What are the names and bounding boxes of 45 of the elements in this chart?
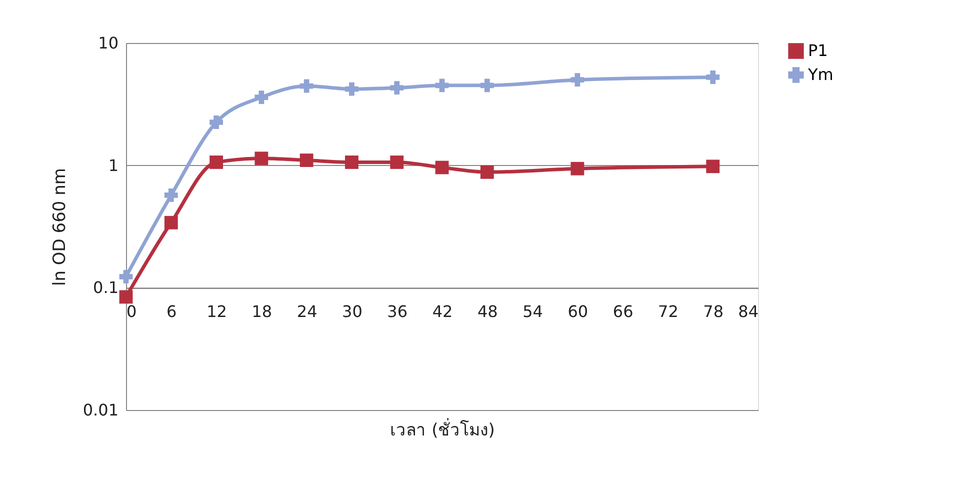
x-tick-label: 24 (296, 302, 318, 322)
x-axis-title: เวลา (ชั่วโมง) (390, 418, 495, 440)
y-axis-title: ln OD 660 nm (50, 168, 70, 286)
y-tick-label: 1 (108, 156, 118, 175)
point (345, 156, 358, 169)
point (390, 81, 404, 95)
x-tick-label: 18 (252, 302, 272, 322)
x-tick-label: 72 (658, 302, 678, 322)
point (164, 188, 178, 202)
x-tick-label: 42 (432, 302, 453, 322)
x-tick-label: 6 (166, 302, 177, 322)
legend-label: P1 (808, 41, 828, 60)
point (210, 156, 223, 169)
point (570, 162, 584, 176)
point (570, 73, 584, 87)
x-tick-label: 78 (703, 302, 724, 322)
point (254, 90, 268, 104)
x-tick-label: 36 (387, 302, 408, 322)
y-tick-label: 0.1 (93, 278, 118, 298)
point (706, 160, 720, 174)
y-tick-label: 10 (98, 34, 118, 52)
point (706, 70, 720, 84)
point (435, 160, 449, 174)
x-tick-label: 84 (738, 302, 758, 322)
x-tick-label: 60 (568, 302, 588, 322)
x-tick-label: 54 (522, 302, 543, 322)
y-tick-label: 0.01 (82, 400, 118, 420)
point (210, 116, 223, 129)
point (119, 290, 133, 304)
x-tick-label: 66 (612, 302, 634, 322)
legend-label: Ym (807, 65, 834, 84)
point (254, 152, 268, 166)
point (164, 216, 178, 230)
point (300, 154, 314, 167)
x-tick-label: 48 (477, 302, 498, 322)
x-tick-label: 12 (206, 302, 227, 322)
point (480, 165, 494, 179)
point (390, 156, 404, 169)
point (300, 79, 314, 93)
x-tick-label: 0 (126, 302, 137, 322)
point (345, 82, 358, 96)
x-tick-label: 30 (342, 302, 362, 322)
point (435, 78, 449, 92)
point (480, 78, 494, 92)
point (119, 270, 133, 284)
